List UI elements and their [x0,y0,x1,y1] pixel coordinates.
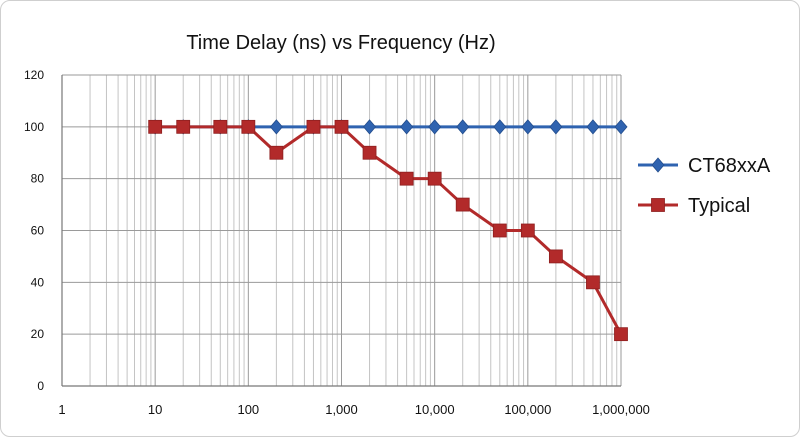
series [148,119,628,342]
legend-label: Typical [688,195,750,217]
point-marker [176,119,191,134]
legend-entry-CT68xxA: CT68xxA [638,155,771,177]
point-marker [455,197,470,212]
x-tick-label: 1,000 [325,402,358,417]
y-tick-label: 60 [31,224,45,238]
point-marker [651,157,665,173]
x-tick-label: 10 [148,402,162,417]
legend-label: CT68xxA [688,155,771,177]
point-marker [363,119,377,135]
point-marker [427,171,442,186]
x-tick-label: 100,000 [504,402,551,417]
series-line [155,125,623,335]
x-tick-label: 100 [237,402,259,417]
point-marker [520,223,535,238]
y-tick-label: 100 [24,120,44,134]
point-marker [614,327,628,342]
y-tick-label: 80 [31,172,45,186]
y-tick-label: 40 [31,275,45,289]
point-marker [548,249,563,264]
point-marker [241,119,256,134]
series-Typical [148,119,628,342]
point-marker [586,275,600,290]
point-marker [399,171,414,186]
point-marker [651,198,665,212]
x-tick-label: 1 [58,402,65,417]
y-tick-label: 20 [31,327,45,341]
point-marker [586,119,600,135]
point-marker [492,223,507,238]
legend: CT68xxA Typical [638,155,771,217]
point-marker [306,119,321,134]
point-marker [334,119,349,134]
point-marker [362,145,377,160]
y-tick-label: 120 [24,68,44,82]
x-tick-label: 10,000 [415,402,455,417]
point-marker [400,119,414,135]
chart-title: Time Delay (ns) vs Frequency (Hz) [186,32,495,54]
x-tick-label: 1,000,000 [592,402,650,417]
point-marker [213,119,228,134]
point-marker [521,119,535,135]
point-marker [269,145,284,160]
point-marker [456,119,470,135]
point-marker [269,119,283,135]
point-marker [428,119,442,135]
point-marker [148,119,163,134]
point-marker [549,119,563,135]
y-tick-label: 0 [37,379,44,393]
point-marker [493,119,507,135]
point-marker [614,119,628,135]
legend-entry-Typical: Typical [638,195,750,217]
